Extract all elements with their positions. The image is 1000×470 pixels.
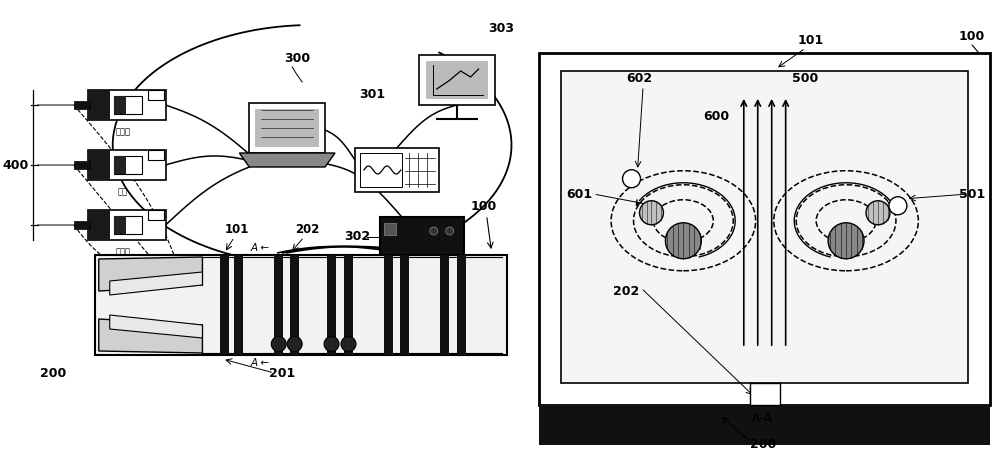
Bar (114, 156, 126, 174)
Bar (384, 255, 393, 355)
Bar (274, 255, 283, 355)
Bar (344, 255, 353, 355)
Text: 300: 300 (284, 52, 310, 65)
Circle shape (430, 227, 438, 235)
Text: 201: 201 (269, 367, 295, 380)
Bar (148, 90, 164, 100)
Polygon shape (239, 153, 335, 167)
Bar (74, 161, 90, 169)
Text: A ←: A ← (251, 243, 270, 253)
Text: 500: 500 (792, 72, 819, 85)
Bar (114, 156, 142, 174)
Bar (220, 255, 229, 355)
Bar (88, 150, 166, 180)
Bar (457, 255, 466, 355)
Bar (426, 61, 488, 99)
Polygon shape (110, 315, 202, 338)
Bar (74, 221, 90, 229)
Text: 缓冲液: 缓冲液 (115, 127, 130, 136)
Bar (88, 90, 110, 120)
Text: A-A: A-A (752, 412, 773, 424)
Bar (114, 216, 126, 234)
Text: 600: 600 (703, 110, 729, 123)
Circle shape (287, 337, 302, 352)
Text: 302: 302 (344, 230, 370, 243)
Bar (95, 255, 507, 355)
Text: 501: 501 (959, 188, 985, 201)
Text: 202: 202 (295, 223, 319, 236)
Text: 100: 100 (470, 200, 497, 213)
Bar (384, 223, 396, 235)
Text: 样品: 样品 (118, 188, 128, 196)
Circle shape (324, 337, 339, 352)
Text: 301: 301 (359, 88, 385, 101)
Circle shape (866, 201, 890, 225)
Bar (114, 96, 142, 114)
Circle shape (446, 227, 454, 235)
Circle shape (623, 170, 640, 188)
Bar (440, 255, 449, 355)
Text: 601: 601 (566, 188, 592, 201)
Bar (355, 148, 439, 192)
Circle shape (341, 337, 356, 352)
Bar (114, 216, 142, 234)
Bar (327, 255, 336, 355)
Bar (750, 383, 780, 405)
Bar (360, 153, 402, 187)
Polygon shape (99, 257, 202, 291)
Bar (290, 255, 299, 355)
Circle shape (665, 223, 701, 259)
Bar (148, 210, 164, 220)
Text: 200: 200 (40, 367, 66, 380)
Bar (539, 53, 990, 405)
Bar (561, 71, 968, 383)
Polygon shape (110, 272, 202, 295)
Bar (419, 55, 495, 105)
Text: A ←: A ← (251, 358, 270, 368)
Circle shape (828, 223, 864, 259)
Bar (255, 109, 319, 147)
Bar (88, 150, 110, 180)
Bar (234, 255, 243, 355)
Text: 202: 202 (613, 285, 639, 298)
Circle shape (271, 337, 286, 352)
Text: 101: 101 (797, 34, 824, 47)
Polygon shape (99, 319, 202, 353)
Bar (148, 150, 164, 160)
Bar (249, 103, 325, 153)
Bar (380, 217, 464, 255)
Circle shape (889, 197, 907, 215)
Text: 602: 602 (626, 72, 652, 85)
Bar (88, 210, 166, 240)
Circle shape (640, 201, 663, 225)
Text: 缓冲液: 缓冲液 (115, 248, 130, 257)
Bar (74, 101, 90, 109)
Text: 200: 200 (750, 438, 776, 451)
Bar (539, 405, 990, 445)
Text: 100: 100 (959, 30, 985, 43)
Bar (400, 255, 409, 355)
Bar (114, 96, 126, 114)
Text: 400: 400 (3, 158, 29, 172)
Bar (88, 90, 166, 120)
Text: 303: 303 (489, 22, 515, 35)
Bar (88, 210, 110, 240)
Text: 101: 101 (225, 223, 250, 236)
